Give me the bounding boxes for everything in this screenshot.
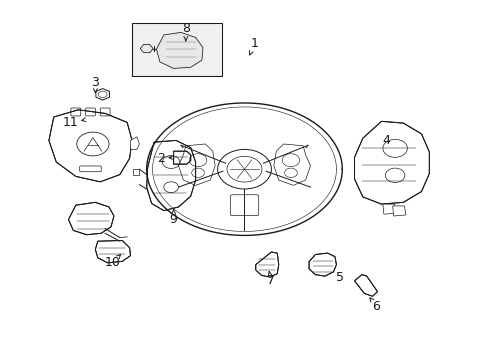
Polygon shape: [95, 240, 130, 263]
Polygon shape: [308, 253, 336, 276]
Polygon shape: [255, 252, 278, 277]
Polygon shape: [130, 137, 139, 149]
Polygon shape: [146, 140, 195, 211]
Polygon shape: [354, 121, 428, 204]
Polygon shape: [96, 89, 109, 100]
Text: 8: 8: [182, 22, 189, 35]
Polygon shape: [173, 151, 190, 164]
Polygon shape: [133, 169, 139, 175]
Polygon shape: [392, 206, 405, 216]
Text: 3: 3: [91, 76, 99, 89]
Polygon shape: [68, 202, 114, 235]
Polygon shape: [382, 204, 395, 214]
Text: 5: 5: [335, 271, 343, 284]
Text: 2: 2: [157, 152, 165, 165]
Polygon shape: [140, 45, 153, 53]
Text: 11: 11: [63, 116, 79, 129]
Text: 4: 4: [382, 134, 389, 147]
Text: 10: 10: [104, 256, 120, 269]
Polygon shape: [354, 275, 377, 296]
Text: 7: 7: [267, 274, 275, 287]
Polygon shape: [49, 110, 132, 182]
Bar: [132, 23, 222, 76]
Text: 1: 1: [250, 37, 258, 50]
Polygon shape: [156, 32, 203, 68]
Text: 9: 9: [169, 213, 177, 226]
Text: 6: 6: [372, 300, 380, 312]
